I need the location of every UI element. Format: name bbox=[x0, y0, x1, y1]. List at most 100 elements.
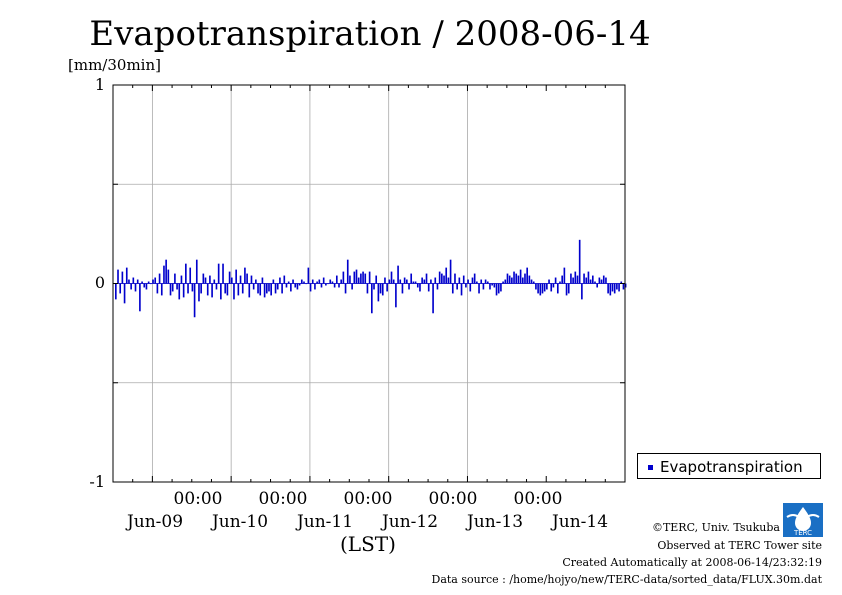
data-bar bbox=[371, 283, 373, 314]
data-bar bbox=[349, 275, 351, 284]
data-bar bbox=[622, 283, 625, 290]
data-bar bbox=[320, 283, 323, 288]
x-time-label-3: 00:00 bbox=[343, 489, 393, 509]
y-tick-label-bottom: -1 bbox=[89, 472, 105, 491]
data-bar bbox=[274, 283, 277, 294]
data-bar bbox=[511, 277, 513, 284]
data-bar bbox=[589, 279, 592, 284]
data-bar bbox=[145, 283, 148, 290]
y-tick-label-zero: 0 bbox=[94, 273, 105, 292]
terc-logo: TERC bbox=[783, 503, 823, 537]
legend: Evapotranspiration bbox=[637, 453, 821, 479]
data-bar bbox=[565, 283, 568, 296]
data-bar bbox=[331, 281, 334, 284]
data-bar bbox=[414, 281, 417, 284]
data-bar bbox=[333, 283, 336, 288]
data-bar bbox=[443, 275, 445, 284]
data-bar bbox=[187, 283, 189, 294]
data-bar bbox=[416, 283, 419, 288]
data-bar bbox=[368, 271, 371, 284]
data-bar bbox=[298, 283, 301, 286]
data-bar bbox=[447, 277, 450, 284]
data-bar bbox=[303, 281, 305, 284]
data-bar bbox=[290, 283, 292, 292]
data-bar bbox=[325, 283, 327, 286]
data-bar bbox=[616, 283, 618, 290]
data-bar bbox=[279, 277, 281, 284]
data-bar bbox=[388, 279, 391, 284]
data-bar bbox=[340, 279, 343, 284]
data-bar bbox=[559, 281, 561, 284]
data-bar bbox=[255, 279, 257, 284]
data-bar bbox=[362, 271, 364, 284]
data-bar bbox=[346, 259, 349, 284]
data-bar bbox=[322, 277, 325, 284]
data-bar bbox=[156, 283, 159, 294]
data-bar bbox=[489, 283, 491, 290]
data-bar bbox=[554, 277, 557, 284]
data-bar bbox=[607, 283, 609, 294]
data-bar bbox=[423, 279, 426, 284]
data-bar bbox=[296, 283, 299, 290]
data-bar bbox=[618, 283, 620, 292]
data-bar bbox=[602, 275, 605, 284]
data-bar bbox=[465, 283, 467, 288]
data-bar bbox=[401, 283, 404, 294]
logo-text: TERC bbox=[793, 529, 812, 537]
data-bar bbox=[491, 283, 493, 286]
data-bar bbox=[546, 283, 548, 290]
data-bar bbox=[121, 271, 124, 284]
x-time-label-2: 00:00 bbox=[258, 489, 308, 509]
data-bar bbox=[484, 279, 487, 284]
data-bar bbox=[123, 283, 126, 304]
x-axis-label: (LST) bbox=[340, 532, 396, 556]
data-bar bbox=[158, 273, 161, 284]
data-bar bbox=[355, 269, 358, 284]
data-bar bbox=[169, 283, 172, 296]
water-drop-icon bbox=[795, 507, 811, 531]
data-bar bbox=[539, 283, 542, 296]
data-bar bbox=[493, 283, 496, 288]
data-bar bbox=[441, 273, 443, 284]
data-bar bbox=[360, 273, 362, 284]
data-bar bbox=[167, 269, 170, 284]
data-bar bbox=[285, 283, 288, 288]
data-bar bbox=[351, 283, 353, 290]
data-bar bbox=[598, 277, 601, 284]
x-date-label-5: Jun-13 bbox=[466, 512, 524, 532]
data-bar bbox=[591, 275, 594, 284]
data-bar bbox=[213, 279, 216, 284]
data-bar bbox=[239, 275, 242, 284]
data-bar bbox=[191, 283, 194, 292]
data-bar bbox=[526, 267, 528, 284]
data-bar bbox=[419, 283, 421, 292]
data-bar bbox=[160, 283, 163, 296]
data-bar bbox=[473, 273, 476, 284]
data-bar bbox=[576, 275, 579, 284]
data-bar bbox=[200, 283, 202, 294]
data-bar bbox=[397, 265, 399, 284]
data-bar bbox=[233, 283, 235, 300]
data-bar bbox=[248, 283, 251, 298]
data-bar bbox=[235, 269, 237, 284]
data-bar bbox=[176, 283, 178, 290]
data-bar bbox=[456, 283, 458, 290]
data-bar bbox=[541, 283, 544, 294]
data-bar bbox=[125, 267, 128, 284]
created-text: Created Automatically at 2008-06-14/23:3… bbox=[562, 556, 822, 569]
data-bar bbox=[209, 275, 211, 284]
data-bar bbox=[596, 283, 599, 288]
data-bar bbox=[130, 283, 132, 290]
data-bar bbox=[115, 283, 117, 300]
data-bar bbox=[594, 281, 596, 284]
data-bar bbox=[287, 281, 290, 284]
data-bar bbox=[117, 269, 119, 284]
data-bar bbox=[171, 283, 174, 292]
data-bar bbox=[189, 267, 192, 284]
data-bar bbox=[384, 277, 386, 284]
data-bar bbox=[342, 271, 345, 284]
data-bar bbox=[438, 271, 441, 284]
data-bar bbox=[600, 279, 603, 284]
observed-text: Observed at TERC Tower site bbox=[657, 539, 822, 552]
data-bar bbox=[425, 273, 428, 284]
